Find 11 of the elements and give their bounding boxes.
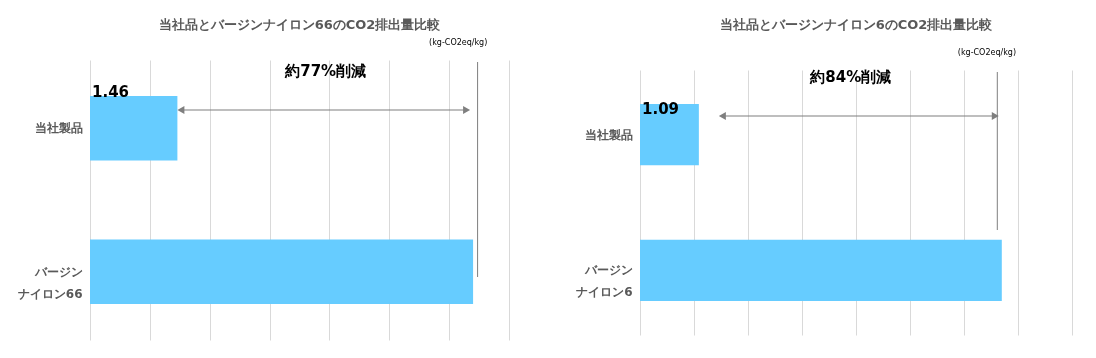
y-tick-label: バージンナイロン6 bbox=[576, 263, 633, 300]
annotation: 約77%削減 bbox=[285, 62, 367, 81]
y-tick-label: 当社製品 bbox=[34, 121, 83, 136]
text: (kg-CO2eq/kg) bbox=[429, 38, 488, 47]
text: (kg-CO2eq/kg) bbox=[957, 48, 1017, 57]
chart-title: 当社品とバージンナイロン6のCO2排出量比較 bbox=[719, 17, 994, 32]
data-label: 1.09 bbox=[642, 99, 680, 118]
annotation: 約84%削減 bbox=[810, 68, 892, 87]
chart-title: 当社品とバージンナイロン66のCO2排出量比較 bbox=[158, 17, 442, 32]
y-tick-label: バージンナイロン66 bbox=[17, 264, 83, 301]
y-tick-label: 当社製品 bbox=[584, 127, 633, 142]
